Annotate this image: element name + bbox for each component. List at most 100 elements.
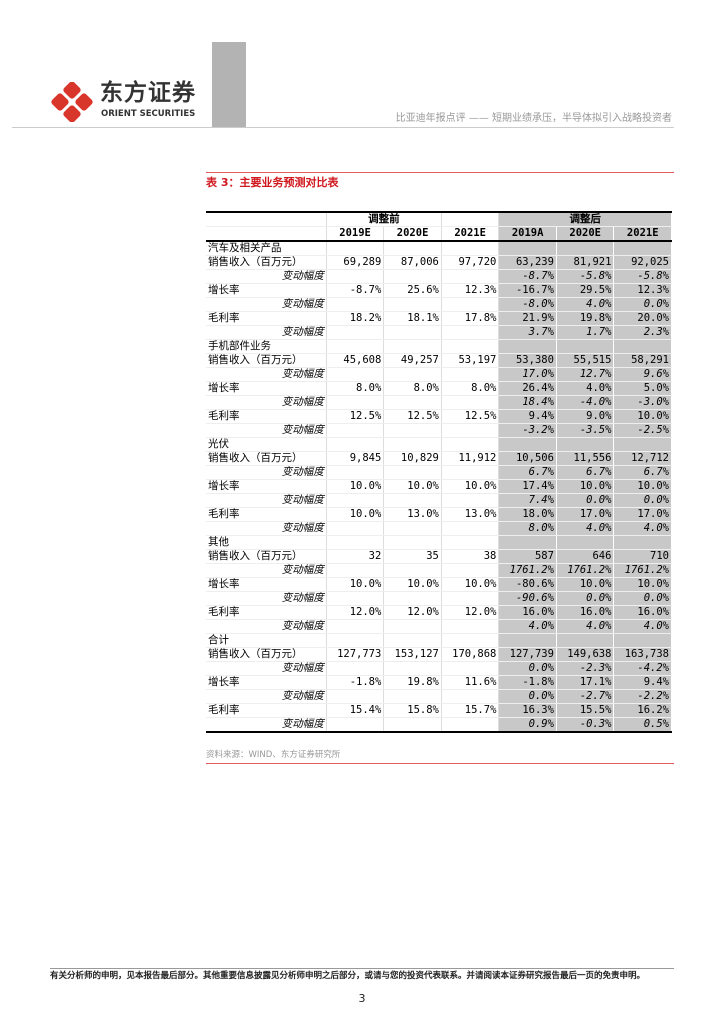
table-cell — [383, 493, 442, 508]
row-label: 增长率 — [206, 577, 327, 592]
header-divider — [12, 127, 674, 128]
table-cell: 53,197 — [441, 353, 500, 368]
table-cell: 10.0% — [383, 479, 442, 494]
table-cell: 5.0% — [613, 381, 672, 396]
table-cell — [326, 689, 385, 704]
table-cell: -0.3% — [556, 717, 615, 733]
table-cell: 1761.2% — [498, 563, 557, 578]
table-cell: 10.0% — [383, 577, 442, 592]
table-cell: -2.7% — [556, 689, 615, 704]
table-row: 变动幅度 0.9% -0.3% 0.5% — [206, 717, 672, 733]
table-row: 毛利率 15.4% 15.8% 15.7% 16.3% 15.5% 16.2% — [206, 703, 672, 718]
row-label: 销售收入（百万元） — [206, 353, 327, 368]
table-row: 变动幅度 -8.0% 4.0% 0.0% — [206, 297, 672, 312]
table-cell: 11.6% — [441, 675, 500, 690]
table-cell: 12.5% — [383, 409, 442, 424]
report-subtitle: 比亚迪年报点评 —— 短期业绩承压，半导体拟引入战略投资者 — [395, 113, 672, 124]
row-label: 变动幅度 — [206, 591, 327, 606]
table-cell: -4.2% — [613, 661, 672, 676]
table-cell — [383, 367, 442, 382]
table-row: 毛利率 12.0% 12.0% 12.0% 16.0% 16.0% 16.0% — [206, 605, 672, 620]
table-cell — [383, 661, 442, 676]
section-name: 汽车及相关产品 — [206, 241, 327, 256]
table-cell — [383, 619, 442, 634]
table-cell — [441, 325, 500, 340]
row-label: 毛利率 — [206, 507, 327, 522]
row-label: 毛利率 — [206, 605, 327, 620]
table-cell: 53,380 — [498, 353, 557, 368]
section-name: 光伏 — [206, 437, 327, 452]
table-cell: 16.3% — [498, 703, 557, 718]
table-cell: 55,515 — [556, 353, 615, 368]
table-cell: 12.0% — [441, 605, 500, 620]
table-row: 变动幅度 -90.6% 0.0% 0.0% — [206, 591, 672, 606]
group-before: 调整前 — [326, 211, 442, 227]
table-cell: 8.0% — [326, 381, 385, 396]
group-after: 调整后 — [498, 211, 672, 227]
table-row: 销售收入（百万元） 9,845 10,829 11,912 10,506 11,556 12… — [206, 451, 672, 466]
table-cell: 0.0% — [498, 689, 557, 704]
table-row: 变动幅度 0.0% -2.3% -4.2% — [206, 661, 672, 676]
table-cell: 12.3% — [441, 283, 500, 298]
row-label: 变动幅度 — [206, 423, 327, 438]
table-cell: 0.0% — [613, 493, 672, 508]
source-note: 资料来源：WIND、东方证券研究所 — [206, 750, 341, 760]
table-cell: 35 — [383, 549, 442, 564]
section-header-row: 其他 — [206, 535, 672, 550]
table-row: 变动幅度 18.4% -4.0% -3.0% — [206, 395, 672, 410]
table-cell: 18.1% — [383, 311, 442, 326]
table-cell: 12.5% — [326, 409, 385, 424]
row-label: 变动幅度 — [206, 563, 327, 578]
table-cell — [383, 521, 442, 536]
table-cell: 18.4% — [498, 395, 557, 410]
forecast-table: 调整前 调整后 2019E 2020E 2021E 2019A 2020E 2021E 汽… — [206, 211, 672, 733]
orient-logo-icon — [51, 82, 93, 122]
table-cell — [326, 717, 385, 733]
table-cell: 646 — [556, 549, 615, 564]
table-cell: 32 — [326, 549, 385, 564]
table-cell: 4.0% — [613, 619, 672, 634]
table-cell — [441, 521, 500, 536]
row-label: 变动幅度 — [206, 297, 327, 312]
table-row: 变动幅度 -8.7% -5.8% -5.8% — [206, 269, 672, 284]
column-header: 2021E — [613, 226, 672, 242]
table-cell: 21.9% — [498, 311, 557, 326]
table-row: 毛利率 12.5% 12.5% 12.5% 9.4% 9.0% 10.0% — [206, 409, 672, 424]
table-cell — [326, 521, 385, 536]
table-cell: 9,845 — [326, 451, 385, 466]
column-header-row: 2019E 2020E 2021E 2019A 2020E 2021E — [206, 226, 672, 242]
table-title: 表 3：主要业务预测对比表 — [206, 176, 339, 189]
table-cell: 81,921 — [556, 255, 615, 270]
table-cell: -2.3% — [556, 661, 615, 676]
table-cell: 16.0% — [613, 605, 672, 620]
table-cell: 29.5% — [556, 283, 615, 298]
table-cell — [326, 465, 385, 480]
group-header-row: 调整前 调整后 — [206, 211, 672, 227]
row-label: 变动幅度 — [206, 325, 327, 340]
table-cell: 10.0% — [556, 577, 615, 592]
table-cell: 10,506 — [498, 451, 557, 466]
table-cell: 0.9% — [498, 717, 557, 733]
footer-divider — [50, 968, 674, 969]
table-cell: -1.8% — [326, 675, 385, 690]
table-cell: -3.0% — [613, 395, 672, 410]
row-label: 变动幅度 — [206, 395, 327, 410]
table-cell: 19.8% — [383, 675, 442, 690]
table-cell — [383, 563, 442, 578]
table-row: 变动幅度 -3.2% -3.5% -2.5% — [206, 423, 672, 438]
table-cell: 15.4% — [326, 703, 385, 718]
table-row: 增长率 8.0% 8.0% 8.0% 26.4% 4.0% 5.0% — [206, 381, 672, 396]
table-cell — [383, 395, 442, 410]
table-cell: -3.2% — [498, 423, 557, 438]
table-cell: 63,239 — [498, 255, 557, 270]
table-cell: 12.5% — [441, 409, 500, 424]
table-cell — [441, 717, 500, 733]
table-cell — [441, 563, 500, 578]
table-cell: 127,773 — [326, 647, 385, 662]
row-label: 增长率 — [206, 479, 327, 494]
table-cell: 19.8% — [556, 311, 615, 326]
table-row: 增长率 10.0% 10.0% 10.0% -80.6% 10.0% 10.0% — [206, 577, 672, 592]
table-cell — [326, 367, 385, 382]
row-label: 变动幅度 — [206, 521, 327, 536]
